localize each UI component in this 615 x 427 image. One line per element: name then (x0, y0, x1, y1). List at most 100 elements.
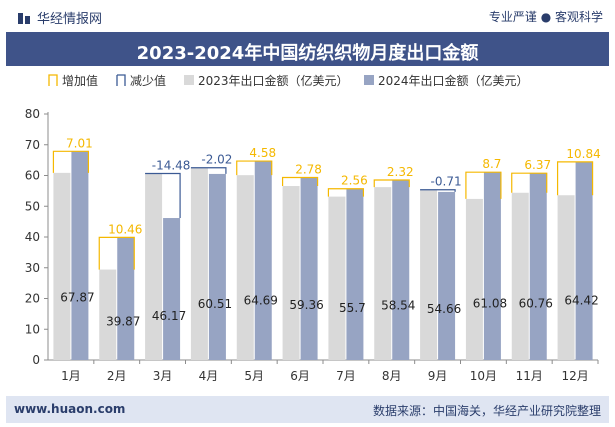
value-label-2024: 60.76 (519, 297, 553, 311)
change-label: -14.48 (152, 159, 191, 173)
x-tick-label: 4月 (199, 369, 219, 383)
decrease-bracket (420, 189, 456, 192)
tagline: 专业严谨 ● 客观科学 (488, 10, 603, 24)
x-tick-label: 8月 (382, 369, 402, 383)
bar-2023 (511, 192, 529, 360)
legend-label-s2024: 2024年出口金额（亿美元） (378, 73, 529, 88)
increase-bracket (465, 171, 502, 199)
value-label-2024: 46.17 (152, 309, 186, 323)
y-tick-label: 10 (25, 322, 40, 336)
data-source: 数据来源：中国海关，华经产业研究院整理 (372, 404, 601, 418)
bar-2023 (190, 167, 208, 360)
bar-2023 (99, 269, 117, 360)
chart-title: 2023-2024年中国纺织织物月度出口金额 (136, 43, 479, 64)
increase-bracket (511, 172, 548, 193)
x-tick-label: 9月 (428, 369, 448, 383)
bar-2024 (117, 237, 135, 360)
bar-2024 (254, 161, 272, 360)
bar-2024 (392, 179, 410, 360)
title-band: 2023-2024年中国纺织织物月度出口金额 (6, 32, 609, 66)
y-tick-label: 0 (32, 353, 40, 367)
increase-bracket (556, 161, 594, 196)
top-bar: 华经情报网 专业严谨 ● 客观科学 (0, 0, 615, 32)
legend-swatch-s2024 (364, 75, 374, 85)
axes: 0 10 20 30 40 50 60 70 80 1月 2月 3月 4月 5月 6月 7月 8月 9月 10月 11… (25, 107, 599, 383)
increase-bracket (373, 179, 410, 188)
x-tick-label: 7月 (336, 369, 356, 383)
brand-logo-icon (18, 13, 30, 24)
value-label-2024: 64.69 (244, 293, 278, 307)
bar-2024 (438, 191, 456, 360)
change-label: -2.02 (201, 153, 232, 167)
bar-2024 (346, 188, 364, 360)
x-tick-label: 10月 (470, 369, 497, 383)
bar-chart: 增加值 减少值 2023年出口金额（亿美元） 2024年出口金额（亿美元） 0 10 20… (25, 73, 601, 383)
change-label: 7.01 (66, 136, 93, 150)
x-tick-label: 12月 (561, 369, 588, 383)
increase-bracket (52, 150, 90, 173)
value-label-2024: 64.42 (564, 294, 598, 308)
x-tick-label: 5月 (244, 369, 264, 383)
decrease-bracket (145, 172, 181, 219)
change-label: -0.71 (431, 175, 462, 189)
value-label-2024: 60.51 (198, 297, 232, 311)
y-tick-label: 80 (25, 107, 40, 121)
value-label-2024: 67.87 (60, 291, 94, 305)
bar-2023 (145, 173, 163, 360)
bar-2024 (71, 151, 89, 360)
change-label: 2.56 (341, 174, 368, 188)
bar-2024 (575, 161, 593, 360)
increase-bracket (236, 160, 273, 176)
change-label: 2.32 (387, 165, 414, 179)
value-label-2024: 39.87 (106, 315, 140, 329)
website-link[interactable]: www.huaon.com (14, 402, 126, 416)
y-tick-label: 70 (25, 138, 40, 152)
legend-swatch-increase (48, 74, 58, 86)
y-tick-label: 60 (25, 169, 40, 183)
value-label-2024: 54.66 (427, 302, 461, 316)
bar-2024 (163, 218, 181, 360)
x-tick-label: 2月 (107, 369, 127, 383)
legend-label-decrease: 减少值 (130, 73, 166, 88)
y-tick-label: 40 (25, 230, 40, 244)
bar-2023 (282, 186, 300, 360)
bar-2023 (236, 175, 254, 360)
legend: 增加值 减少值 2023年出口金额（亿美元） 2024年出口金额（亿美元） (48, 73, 529, 88)
bar-2023 (53, 172, 71, 360)
change-label: 6.37 (524, 158, 551, 172)
change-label: 2.78 (295, 162, 322, 176)
bar-2023 (465, 198, 483, 360)
y-tick-label: 50 (25, 199, 40, 213)
decrease-bracket (190, 167, 227, 174)
bar-2024 (529, 173, 547, 360)
bar-2023 (328, 196, 346, 360)
y-tick-label: 30 (25, 261, 40, 275)
bar-2023 (374, 187, 392, 360)
legend-swatch-s2023 (184, 75, 194, 85)
value-label-2024: 61.08 (473, 296, 507, 310)
value-label-2024: 55.7 (339, 301, 366, 315)
bar-2023 (420, 189, 438, 360)
change-label: 10.46 (108, 222, 142, 236)
increase-bracket (281, 176, 319, 187)
y-tick-label: 20 (25, 292, 40, 306)
bar-2024 (300, 177, 318, 360)
increase-bracket (98, 236, 135, 270)
brand-name: 华经情报网 (37, 12, 103, 27)
legend-label-s2023: 2023年出口金额（亿美元） (198, 73, 349, 88)
x-tick-label: 1月 (61, 369, 81, 383)
footer: www.huaon.com 数据来源：中国海关，华经产业研究院整理 (6, 396, 609, 423)
bar-2024 (208, 173, 226, 360)
bars (52, 150, 594, 360)
increase-bracket (327, 188, 365, 197)
legend-swatch-decrease (116, 74, 126, 86)
x-tick-label: 11月 (516, 369, 543, 383)
value-label-2024: 59.36 (289, 298, 323, 312)
x-tick-label: 6月 (290, 369, 310, 383)
brand: 华经情报网 (18, 8, 102, 27)
value-label-2024: 58.54 (381, 299, 415, 313)
change-label: 8.7 (482, 157, 501, 171)
bar-2024 (483, 172, 501, 360)
change-label: 10.84 (566, 147, 600, 161)
